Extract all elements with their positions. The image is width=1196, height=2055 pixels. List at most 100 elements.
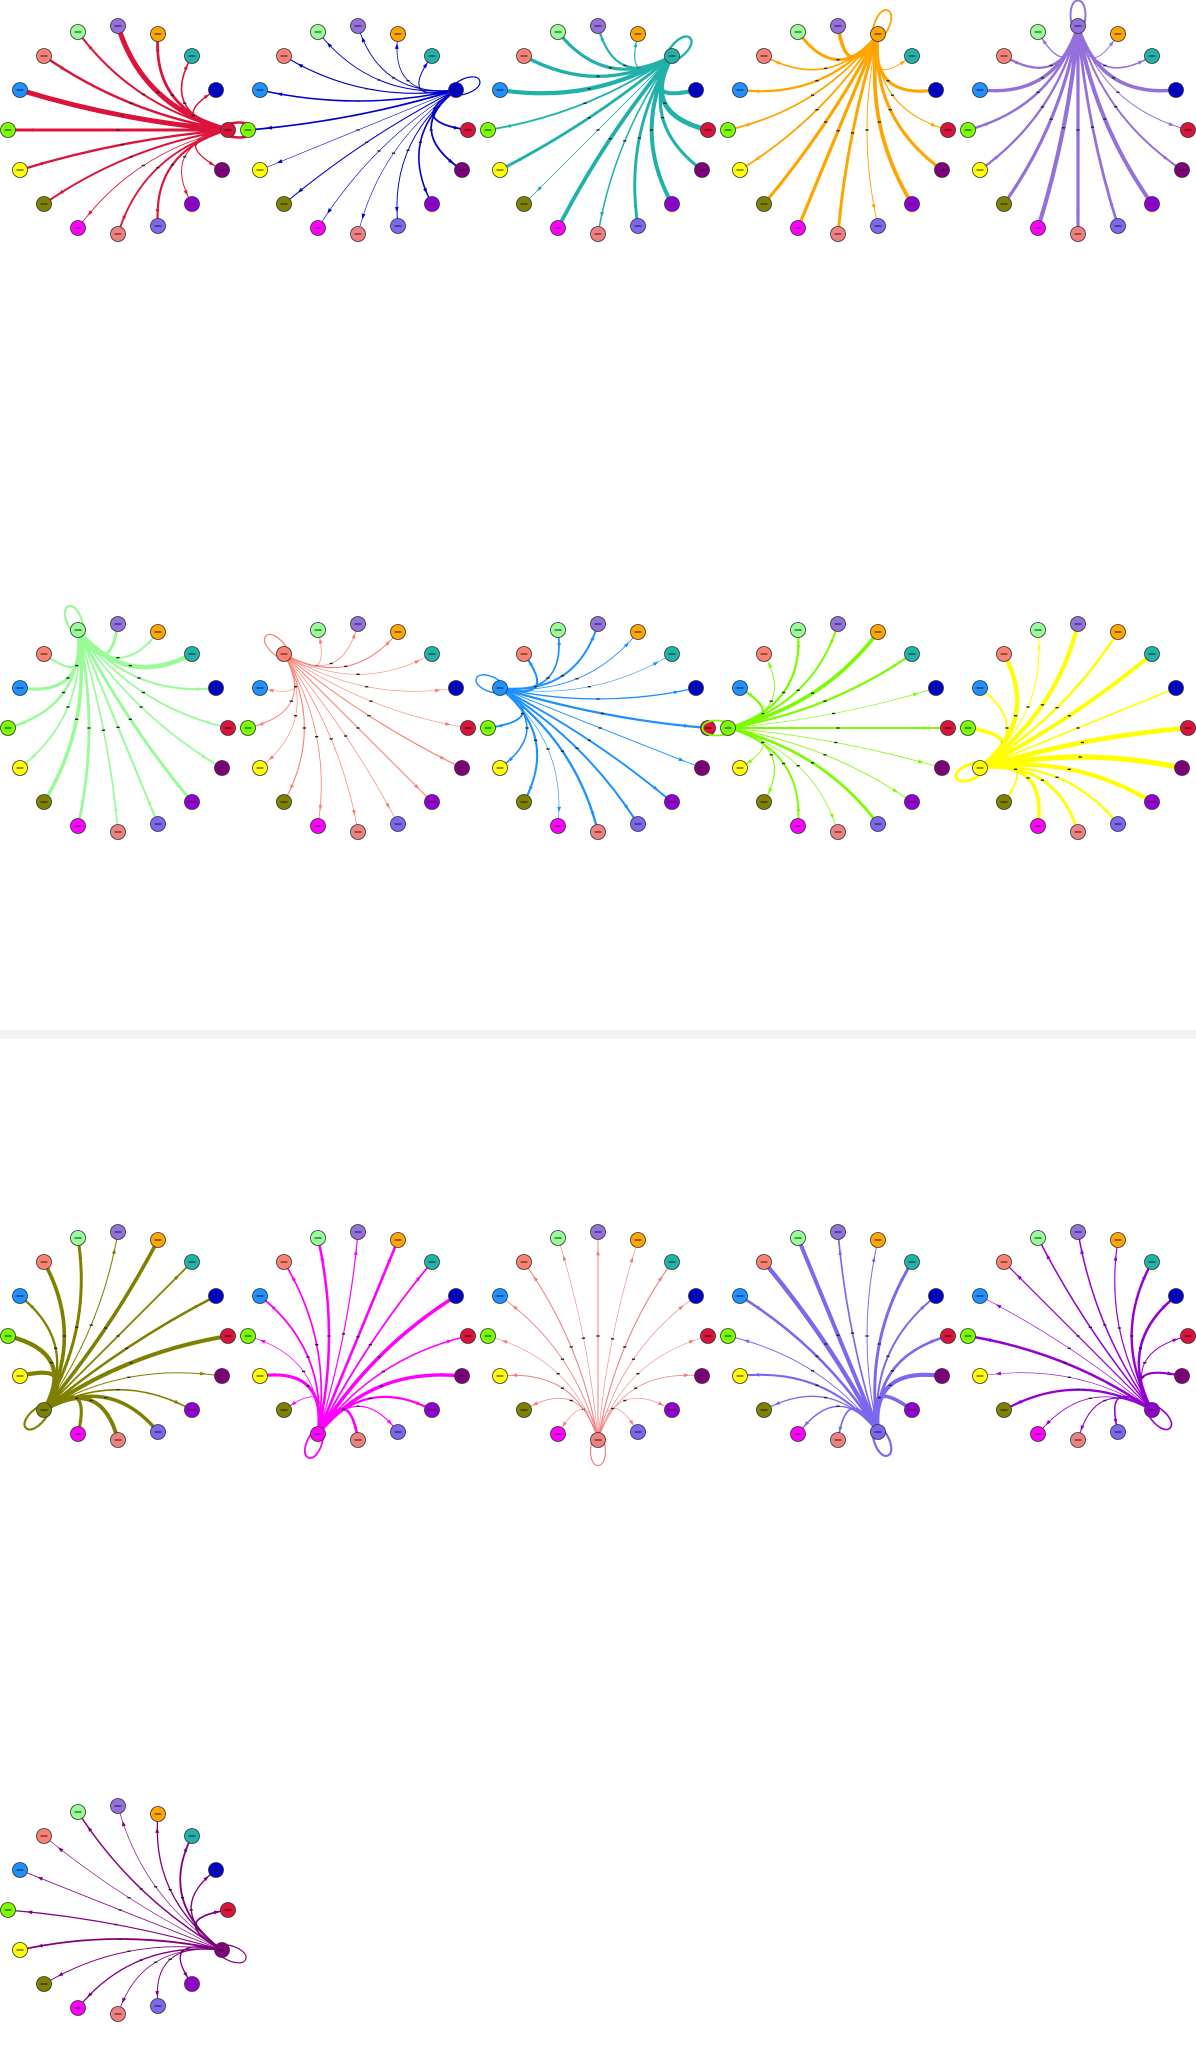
node-label-mark — [256, 767, 264, 769]
edge-arrowhead — [113, 808, 118, 815]
node-label-mark — [698, 1375, 706, 1377]
node-label-mark — [394, 225, 402, 227]
node-label-mark — [212, 687, 220, 689]
self-loop-edge — [264, 634, 289, 659]
edge-arrowhead — [925, 1372, 932, 1377]
edge-arrowhead — [78, 1420, 83, 1427]
node-label-mark — [464, 1335, 472, 1337]
edge-arrowhead — [441, 1372, 448, 1377]
edge-arrowhead — [796, 808, 801, 815]
edge-label-mark — [556, 1373, 560, 1375]
edge-label-mark — [154, 1961, 158, 1963]
edge-arrowhead — [995, 1371, 1002, 1376]
edge-label-mark — [1040, 779, 1045, 781]
graph-panel-4 — [720, 9, 956, 242]
edge-label-mark — [1049, 118, 1053, 120]
edge-label-mark — [1055, 776, 1059, 778]
node-label-mark — [520, 55, 528, 57]
edge-arrowhead — [804, 1254, 809, 1261]
edge-arrowhead — [511, 1373, 518, 1378]
edge-arrowhead — [87, 44, 93, 50]
edge-label-mark — [116, 1335, 120, 1337]
node-label-mark — [1148, 203, 1156, 205]
node-label-mark — [794, 629, 802, 631]
node-label-mark — [224, 129, 232, 131]
node-label-mark — [668, 1261, 676, 1263]
node-label-mark — [1034, 227, 1042, 229]
node-label-mark — [1178, 1375, 1186, 1377]
graph-panel-5 — [960, 0, 1196, 242]
node-label-mark — [114, 25, 122, 27]
edge-arrowhead — [976, 728, 983, 733]
node-label-mark — [354, 831, 362, 833]
edge-label-mark — [888, 1384, 892, 1386]
node-label-mark — [280, 1261, 288, 1263]
edge-arrowhead — [600, 34, 605, 41]
edge-arrowhead — [174, 1399, 181, 1405]
edge-label-mark — [608, 138, 612, 140]
edge-arrowhead — [318, 804, 323, 811]
edge-arrowhead — [111, 1248, 116, 1255]
node-label-mark — [760, 203, 768, 205]
edge-arrowhead — [590, 634, 595, 641]
edge — [430, 89, 463, 171]
node-label-mark — [1034, 629, 1042, 631]
edge-label-mark — [660, 117, 665, 119]
edge-label-mark — [365, 88, 369, 90]
edge-label-mark — [811, 762, 815, 764]
edge — [1077, 25, 1189, 131]
node-label-mark — [736, 767, 744, 769]
node-label-mark — [1000, 1261, 1008, 1263]
node-label-mark — [74, 227, 82, 229]
edge-label-mark — [1111, 77, 1116, 79]
edge-label-mark — [1076, 727, 1080, 729]
edge-label-mark — [1088, 1397, 1092, 1399]
node-label-mark — [794, 1433, 802, 1435]
node-label-mark — [932, 89, 940, 91]
edge-label-mark — [49, 1362, 53, 1364]
self-loop-edge — [666, 35, 693, 62]
edge-label-mark — [1140, 1376, 1145, 1378]
edge-label-mark — [306, 1356, 310, 1358]
node-label-mark — [944, 129, 952, 131]
node-label-mark — [394, 631, 402, 633]
node-label-mark — [1172, 687, 1180, 689]
edge-arrowhead — [122, 38, 127, 45]
edge — [727, 727, 839, 833]
edge-arrowhead — [122, 215, 127, 222]
edge — [499, 1295, 599, 1441]
node-label-mark — [692, 89, 700, 91]
node-label-mark — [976, 169, 984, 171]
node-label-mark — [224, 727, 232, 729]
node-label-mark — [354, 1231, 362, 1233]
edge-label-mark — [596, 698, 600, 700]
edge-label-mark — [581, 1337, 586, 1339]
graph-panel-15 — [960, 1224, 1196, 1448]
edge-arrowhead — [753, 1372, 760, 1377]
node-label-mark — [1184, 129, 1192, 131]
node-label-mark — [1148, 653, 1156, 655]
edge-label-mark — [125, 1347, 129, 1349]
edge-arrowhead — [775, 1275, 781, 1282]
edge-label-mark — [1040, 106, 1045, 108]
node-label-mark — [484, 1335, 492, 1337]
node-label-mark — [4, 1909, 12, 1911]
node-label-mark — [394, 33, 402, 35]
node-label-mark — [484, 727, 492, 729]
edge-arrowhead — [327, 208, 332, 214]
edge-label-mark — [1040, 77, 1045, 79]
edge-arrowhead — [1141, 1273, 1147, 1280]
edge-arrowhead — [804, 205, 809, 212]
edge-arrowhead — [318, 637, 323, 644]
node-label-mark — [908, 55, 916, 57]
edge-arrowhead — [528, 785, 533, 792]
edge-label-mark — [356, 1405, 360, 1407]
node-label-mark — [736, 687, 744, 689]
edge-arrowhead — [1008, 664, 1013, 671]
edge-label-mark — [194, 1923, 198, 1926]
node-label-mark — [256, 169, 264, 171]
node-label-mark — [40, 1835, 48, 1837]
node-label-mark — [834, 25, 842, 27]
sheet-separator — [0, 1030, 1196, 1039]
edge-arrowhead — [930, 1339, 937, 1344]
